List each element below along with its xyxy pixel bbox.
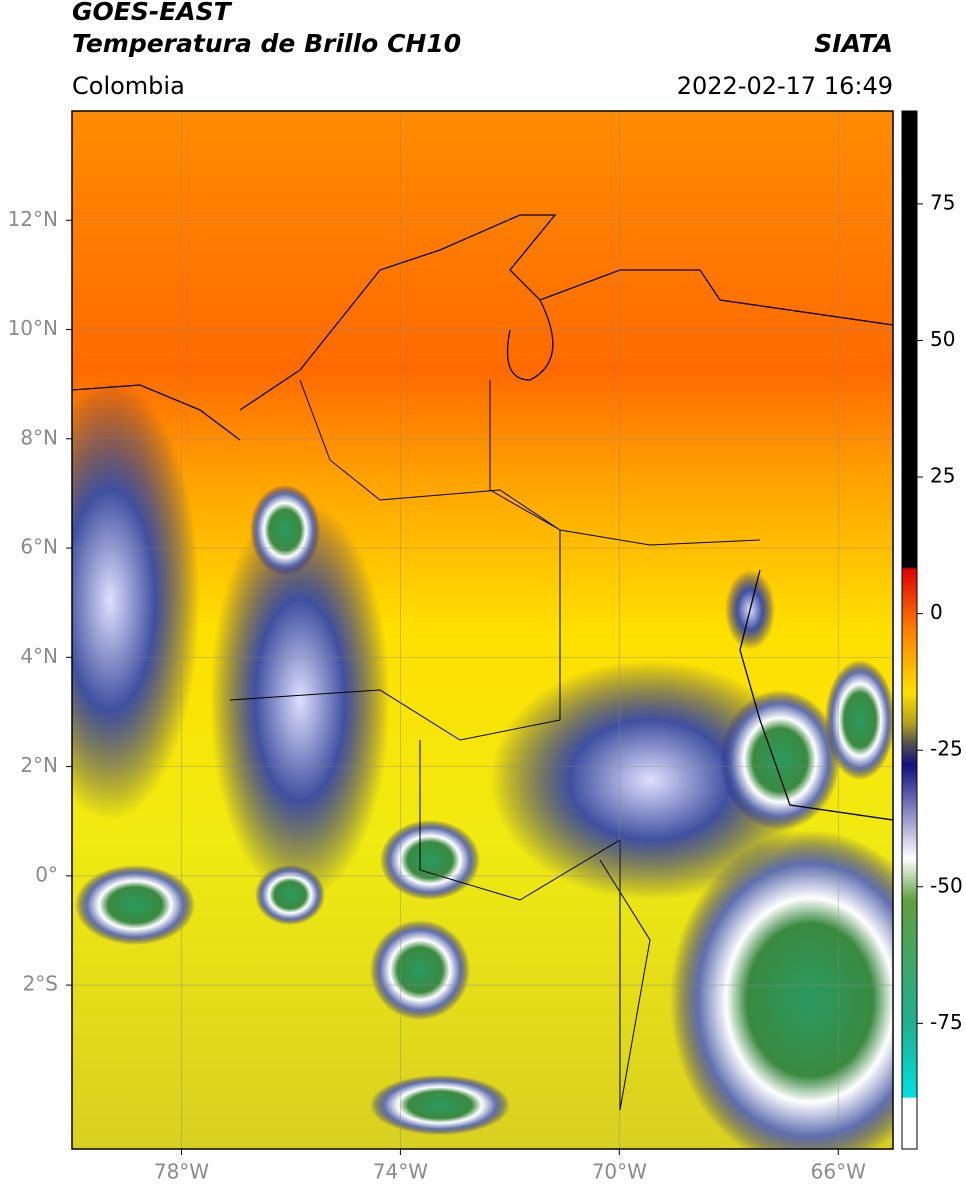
title: GOES-EAST <box>72 0 233 26</box>
x-tick-label: 70°W <box>592 1160 647 1184</box>
y-tick-label: 12°N <box>8 207 58 231</box>
x-tick-label: 74°W <box>373 1160 428 1184</box>
y-tick-label: 2°N <box>20 753 58 777</box>
datetime: 2022-02-17 16:49 <box>677 72 893 100</box>
colorbar-label: -50 <box>930 873 963 897</box>
colorbar-label: 75 <box>930 190 955 214</box>
colorbar <box>901 110 918 1150</box>
colorbar-label: 50 <box>930 327 955 351</box>
y-tick-label: 10°N <box>8 316 58 340</box>
region: Colombia <box>72 72 185 100</box>
subtitle: Temperatura de Brillo CH10 <box>72 29 461 58</box>
colorbar-label: -25 <box>930 737 963 761</box>
satellite-image <box>72 111 893 1149</box>
colorbar-label: -75 <box>930 1010 963 1034</box>
y-tick-label: 2°S <box>23 972 58 996</box>
y-tick-label: 4°N <box>20 644 58 668</box>
x-tick-label: 78°W <box>154 1160 209 1184</box>
y-tick-label: 8°N <box>20 425 58 449</box>
map-frame <box>71 110 894 1150</box>
y-tick-label: 6°N <box>20 535 58 559</box>
x-tick-label: 66°W <box>811 1160 866 1184</box>
colorbar-label: 0 <box>930 600 943 624</box>
colorbar-label: 25 <box>930 464 955 488</box>
y-tick-label: 0° <box>35 862 58 886</box>
source: SIATA <box>814 29 893 58</box>
